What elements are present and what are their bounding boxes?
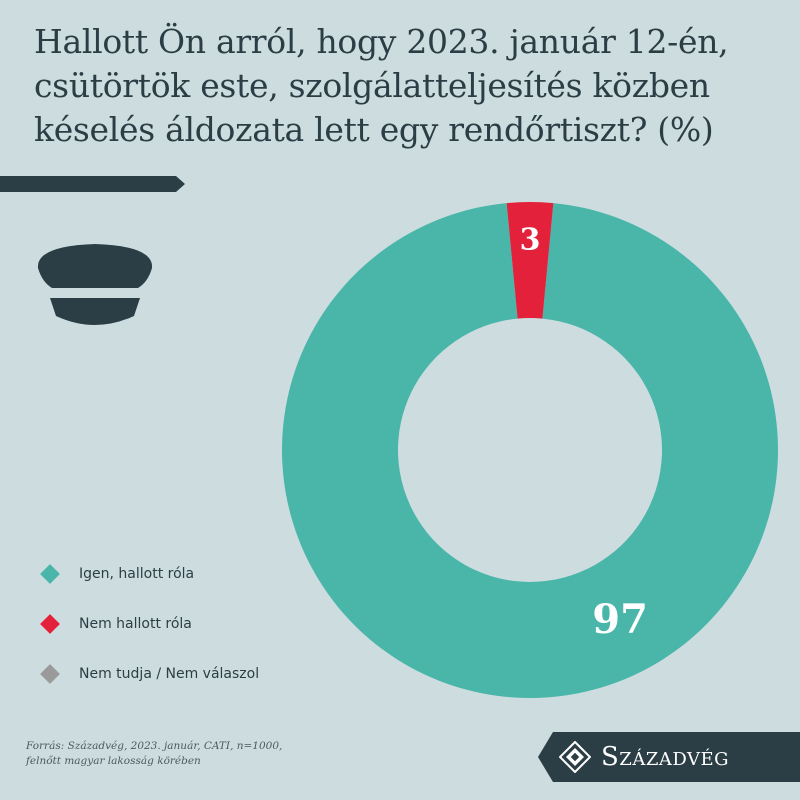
legend-label: Nem tudja / Nem válaszol <box>79 666 260 682</box>
legend: Igen, hallott róla Nem hallott róla Nem … <box>40 562 259 712</box>
diamond-icon <box>40 664 60 684</box>
legend-label: Igen, hallott róla <box>79 566 195 582</box>
chart-title: Hallott Ön arról, hogy 2023. január 12-é… <box>34 22 729 149</box>
source-note-line: felnőtt magyar lakosság körében <box>26 755 201 767</box>
diamond-icon <box>40 564 60 584</box>
diamond-ornament-icon <box>559 741 591 773</box>
title-underline-bar <box>0 176 185 192</box>
legend-item-igen: Igen, hallott róla <box>40 562 259 586</box>
slice-value-label: 97 <box>592 596 648 643</box>
slice-value-label: 3 <box>520 223 541 258</box>
brand-name: Századvég <box>601 742 729 772</box>
donut-slice-nem <box>506 202 554 319</box>
donut-slice-igen <box>281 203 778 698</box>
legend-label: Nem hallott róla <box>79 616 192 632</box>
legend-item-nem-tudja: Nem tudja / Nem válaszol <box>40 662 259 686</box>
source-note-line: Forrás: Századvég, 2023. január, CATI, n… <box>26 740 283 752</box>
legend-item-nem: Nem hallott róla <box>40 612 259 636</box>
donut-chart: 97 3 <box>281 202 778 698</box>
diamond-icon <box>40 614 60 634</box>
source-note: Forrás: Századvég, 2023. január, CATI, n… <box>26 739 282 769</box>
police-cap-icon <box>37 244 153 325</box>
brand: Századvég <box>553 732 800 782</box>
